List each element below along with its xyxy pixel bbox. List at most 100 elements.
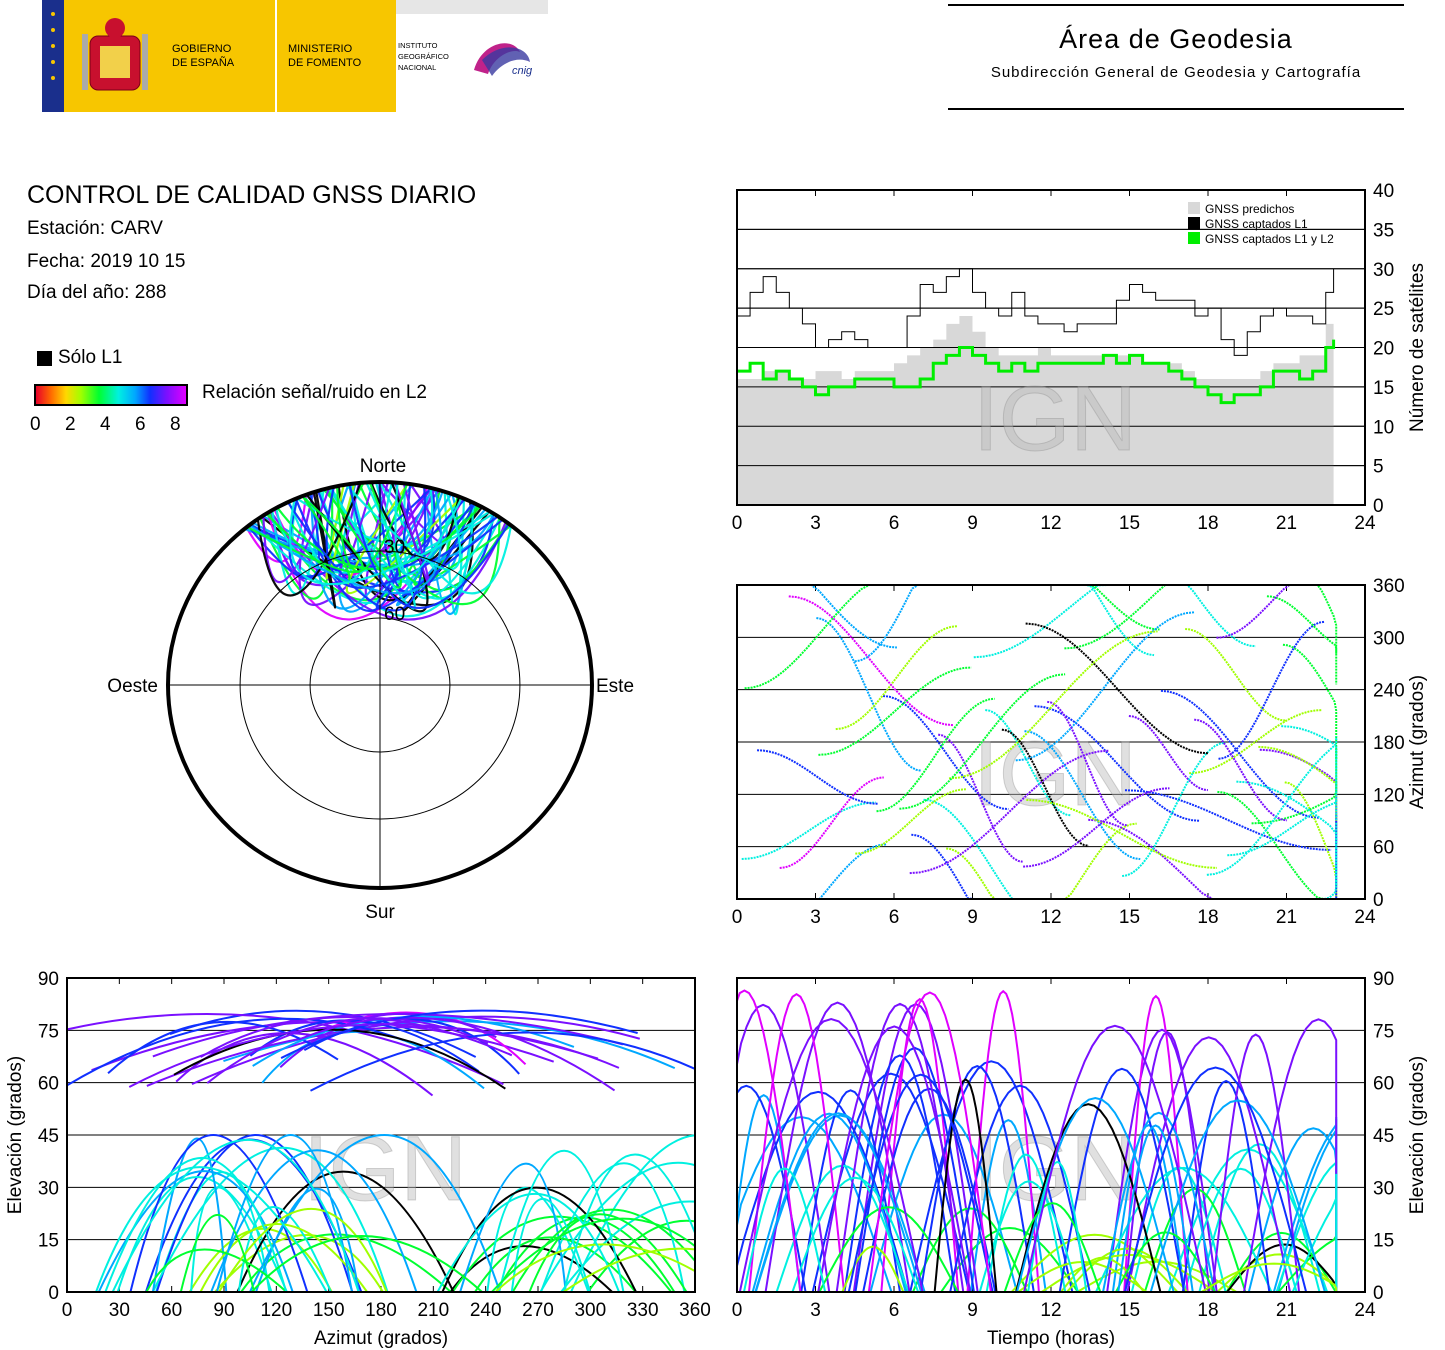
- elevation-azimuth-track: [210, 1149, 418, 1292]
- l1-swatch: [37, 350, 52, 366]
- azimuth-track: [1259, 748, 1338, 843]
- elevation-time-track: [754, 1114, 926, 1292]
- elevation-azimuth-track: [587, 1219, 695, 1292]
- sky-track: [348, 483, 510, 609]
- legend-l1-only: Sólo L1: [37, 347, 122, 369]
- elevation-time-track: [867, 991, 992, 1292]
- x-tick-label: 330: [627, 1300, 659, 1321]
- elevation-azimuth-track: [474, 1236, 637, 1292]
- area-subtitle: Subdirección General de Geodesia y Carto…: [990, 64, 1362, 81]
- elevation-time-track: [1003, 1202, 1102, 1292]
- azimuth-track: [816, 617, 922, 772]
- x-tick-label: 15: [1119, 907, 1140, 928]
- elevation-time-track: [1149, 1099, 1326, 1292]
- x-tick-label: 15: [1119, 1300, 1140, 1321]
- azimuth-track: [948, 630, 1158, 780]
- elevation-time-track: [1291, 1173, 1338, 1292]
- az-tracks: [741, 585, 1338, 899]
- y-tick-label: 30: [1373, 1178, 1394, 1199]
- x-tick-label: 18: [1197, 513, 1218, 534]
- ministry-line2: DE FOMENTO: [288, 57, 362, 69]
- elevation-time-track: [919, 1064, 1035, 1292]
- x-tick-label: 24: [1354, 907, 1376, 928]
- x-tick-label: 21: [1276, 1300, 1297, 1321]
- sky-track: [322, 488, 501, 606]
- elevation-time-track: [847, 1073, 994, 1292]
- elevation-azimuth-track: [169, 1009, 477, 1058]
- elevation-time-track: [737, 989, 802, 1292]
- date-label: Fecha: 2019 10 15: [27, 251, 186, 272]
- elevation-time-track: [1111, 1124, 1186, 1292]
- legend-label: GNSS predichos: [1205, 202, 1294, 216]
- x-tick-label: 12: [1040, 1300, 1061, 1321]
- sky-track: [394, 482, 431, 586]
- y-tick-label: 40: [1373, 181, 1394, 202]
- azimuth-track: [923, 798, 1061, 899]
- y-tick-label: 0: [48, 1283, 59, 1304]
- elevation-time-track: [742, 1167, 827, 1292]
- cnig-logo-icon: cnig: [474, 43, 533, 77]
- elevation-azimuth-track: [155, 1134, 354, 1292]
- ign-line2: GEOGRÁFICO: [398, 52, 449, 61]
- elt-tracks: [737, 989, 1338, 1292]
- x-tick-label: 6: [889, 907, 900, 928]
- elevation-time-track: [966, 989, 1040, 1292]
- elevation-azimuth-track: [179, 1213, 256, 1292]
- x-tick-label: 9: [967, 907, 978, 928]
- x-axis-label: Tiempo (horas): [987, 1328, 1115, 1349]
- elevation-time-track: [738, 1018, 924, 1292]
- azimuth-track: [899, 673, 1066, 810]
- azimuth-track: [882, 694, 1009, 811]
- azimuth-track: [1042, 585, 1155, 657]
- sky-plot-chart: 30 60 Norte Sur Este Oeste: [107, 456, 634, 923]
- azimuth-track: [985, 709, 1071, 817]
- azimuth-track: [1218, 620, 1325, 760]
- y-tick-label: 60: [1373, 838, 1394, 859]
- ign-watermark: IGN: [973, 1118, 1137, 1220]
- eu-flag-band: [42, 0, 64, 112]
- azimuth-track: [1121, 741, 1226, 878]
- ministry-line1: MINISTERIO: [288, 43, 353, 55]
- elevation-time-track: [1181, 1079, 1271, 1292]
- elevation-azimuth-track: [152, 1013, 624, 1058]
- elevation-azimuth-track: [214, 1233, 384, 1292]
- elevation-time-track: [1123, 994, 1189, 1292]
- elevation-time-track: [1276, 1117, 1338, 1292]
- elevation-azimuth-track: [249, 1019, 480, 1073]
- x-tick-label: 15: [1119, 513, 1140, 534]
- elevation-azimuth-chart: 0 30 60 90 120 150 180 210 240 270 300 330 360 0 15 30 4…: [5, 969, 711, 1349]
- azimuth-track: [765, 843, 887, 899]
- plot-border: [736, 584, 1366, 900]
- y-tick-label: 15: [1373, 1231, 1394, 1252]
- x-tick-label: 12: [1040, 513, 1061, 534]
- azimuth-track: [1024, 730, 1141, 861]
- azimuth-track: [1266, 595, 1338, 654]
- elevation-azimuth-track: [540, 1162, 686, 1292]
- coat-of-arms-icon: [82, 18, 148, 91]
- sky-track: [247, 492, 321, 580]
- azimuth-track: [855, 788, 966, 855]
- x-tick-label: 150: [313, 1300, 345, 1321]
- x-tick-label: 3: [810, 513, 821, 534]
- plot-border: [736, 189, 1366, 506]
- sky-track: [245, 494, 364, 574]
- elevation-time-track: [1117, 1124, 1194, 1292]
- elevation-time-track: [1015, 1103, 1162, 1292]
- elevation-azimuth-track: [199, 1223, 368, 1292]
- y-axis-label: Elevación (grados): [5, 1056, 26, 1214]
- sky-track: [378, 482, 476, 596]
- legend-swatch: [1188, 202, 1200, 214]
- x-tick-label: 0: [62, 1300, 73, 1321]
- x-tick-label: 21: [1276, 907, 1297, 928]
- elevation-azimuth-track: [436, 1193, 620, 1292]
- elevation-time-track: [817, 1025, 972, 1292]
- ring-label-60: 60: [384, 604, 405, 625]
- azimuth-track: [1015, 611, 1195, 762]
- sky-track: [258, 486, 334, 600]
- sky-label-west: Oeste: [107, 676, 158, 697]
- elevation-time-track: [1123, 1066, 1308, 1292]
- y-tick-label: 120: [1373, 785, 1405, 806]
- elevation-time-track: [764, 1001, 911, 1292]
